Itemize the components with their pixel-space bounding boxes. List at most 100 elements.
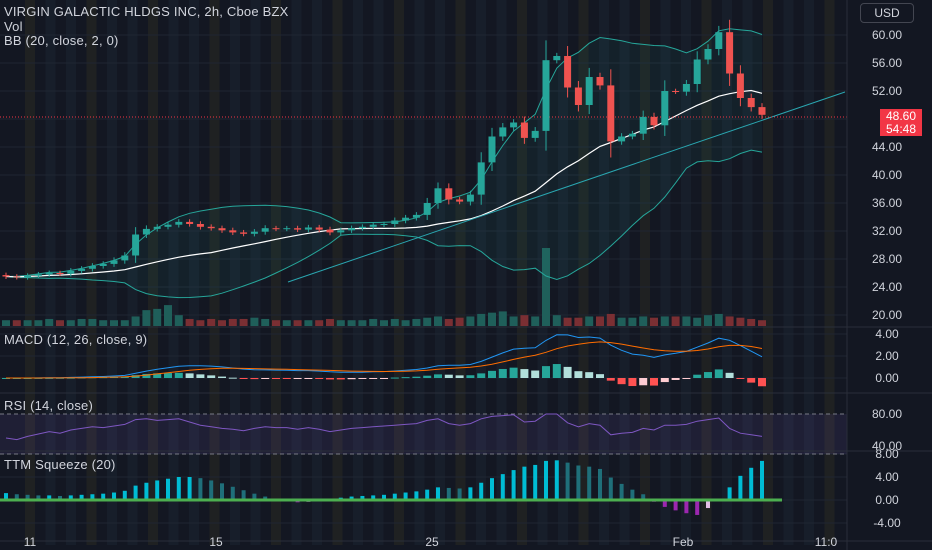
volume-bar: [542, 248, 550, 326]
volume-bar: [12, 320, 21, 326]
session-stripe: [332, 0, 343, 545]
ttm-histogram-bar: [738, 475, 743, 500]
macd-legend[interactable]: MACD (12, 26, close, 9): [4, 332, 148, 347]
volume-bar: [99, 320, 108, 326]
volume-bar: [725, 316, 734, 326]
bb-fill: [6, 28, 762, 298]
ttm-histogram-bar: [112, 492, 116, 500]
ttm-histogram-bar: [414, 491, 419, 500]
candle-body: [412, 214, 420, 218]
session-stripe: [291, 0, 302, 545]
macd-histogram-bar: [347, 378, 356, 380]
price-candles: [2, 19, 766, 280]
macd-histogram-bar: [531, 370, 540, 378]
ttm-histogram-bar: [749, 467, 754, 500]
ttm-squeeze-pane: [0, 460, 782, 515]
candle-body: [542, 60, 550, 131]
macd-tick-label: 4.00: [875, 327, 899, 341]
ttm-legend[interactable]: TTM Squeeze (20): [4, 457, 116, 472]
candle-body: [218, 228, 226, 231]
session-stripe: [250, 0, 261, 545]
ttm-histogram-bar: [176, 477, 181, 500]
chart-title[interactable]: VIRGIN GALACTIC HLDGS INC, 2h, Cboe BZX: [4, 4, 289, 19]
macd-histogram-bar: [693, 374, 702, 378]
ttm-histogram-bar: [79, 494, 84, 500]
macd-histogram-bar: [261, 378, 270, 379]
candle-body: [358, 226, 366, 229]
ttm-tick-label: 0.00: [875, 493, 899, 507]
volume-bar: [228, 318, 237, 326]
volume-legend[interactable]: Vol: [4, 19, 23, 34]
rsi-tick-label: 80.00: [872, 407, 902, 421]
ttm-histogram-bar: [122, 490, 127, 500]
macd-histogram-bar: [671, 378, 680, 380]
macd-histogram-bar: [326, 378, 334, 380]
session-stripe: [127, 0, 138, 545]
ttm-histogram-bar: [47, 495, 52, 500]
candle-body: [369, 224, 377, 227]
macd-histogram-bar: [423, 375, 432, 378]
volume-bar: [552, 315, 561, 326]
session-stripe: [373, 0, 384, 545]
macd-histogram-bar: [660, 378, 669, 383]
macd-histogram-bar: [628, 378, 637, 387]
macd-histogram-bar: [434, 374, 442, 378]
session-stripe: [763, 0, 773, 545]
bb-legend[interactable]: BB (20, close, 2, 0): [4, 33, 119, 48]
volume-bar: [142, 310, 151, 326]
candle-body: [488, 136, 496, 163]
ttm-histogram-bar: [598, 468, 602, 500]
candle-body: [618, 136, 626, 142]
volume-bar: [434, 316, 442, 326]
candle-body: [682, 84, 690, 92]
ttm-histogram-bar: [630, 489, 635, 500]
ttm-tick-label: -4.00: [873, 516, 901, 530]
candle-body: [531, 130, 539, 138]
session-stripe: [189, 0, 199, 545]
ttm-histogram-bar: [220, 483, 224, 500]
price-axis[interactable]: 60.00 56.00 52.00 44.00 40.00 36.00 32.00 28.00…: [872, 28, 902, 530]
candle-body: [434, 188, 442, 203]
candle-body: [337, 230, 345, 233]
trend-lines[interactable]: [0, 30, 847, 283]
volume-bar: [45, 318, 54, 326]
session-stripe: [558, 0, 568, 545]
volume-bar: [88, 318, 97, 326]
volume-bar: [261, 318, 270, 326]
macd-histogram-bar: [606, 378, 615, 381]
session-stripe: [107, 0, 117, 545]
macd-histogram-bar: [736, 378, 745, 379]
volume-bar: [110, 320, 118, 326]
volume-bar: [423, 317, 432, 326]
volume-bar: [509, 316, 518, 326]
ttm-histogram-bar: [565, 462, 570, 500]
time-axis[interactable]: 11 15 25 Feb 11:0: [24, 535, 838, 549]
time-tick-label: Feb: [673, 535, 694, 549]
volume-bar: [628, 317, 637, 326]
macd-histogram-bar: [466, 375, 475, 378]
ttm-histogram-bar: [349, 496, 354, 500]
currency-button[interactable]: USD: [860, 3, 914, 23]
session-stripe: [25, 0, 35, 545]
candle-body: [564, 56, 572, 88]
volume-bar: [520, 315, 529, 326]
candle-body: [607, 85, 615, 142]
ttm-histogram-bar: [403, 492, 408, 500]
volume-bar: [326, 318, 334, 326]
ttm-tick-label: 4.00: [875, 470, 899, 484]
candle-body: [466, 194, 474, 202]
rsi-legend[interactable]: RSI (14, close): [4, 398, 93, 413]
session-stripe: [578, 0, 589, 545]
ttm-histogram-bar: [209, 480, 214, 500]
candle-body: [283, 228, 291, 230]
candle-body: [510, 122, 518, 128]
ttm-histogram-bar: [155, 480, 160, 500]
volume-bar: [120, 320, 129, 326]
session-backgrounds: [25, 0, 835, 545]
ttm-histogram-bar: [619, 483, 624, 500]
candle-body: [186, 221, 194, 224]
ttm-histogram-bar: [684, 500, 689, 514]
candle-body: [207, 226, 215, 229]
